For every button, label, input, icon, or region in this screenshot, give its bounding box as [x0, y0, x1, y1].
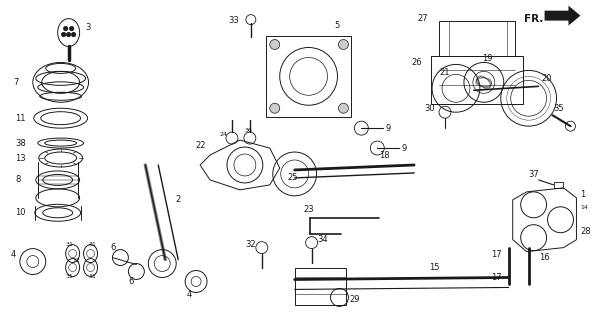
Text: 33: 33 [228, 16, 239, 25]
Text: 18: 18 [380, 150, 390, 160]
Text: 32: 32 [245, 240, 256, 249]
Text: 11: 11 [15, 114, 25, 123]
Text: 19: 19 [482, 54, 492, 63]
Text: 35: 35 [553, 104, 564, 113]
Circle shape [63, 26, 68, 31]
Text: FR.: FR. [524, 14, 543, 24]
Text: 14: 14 [581, 205, 588, 210]
Text: 31: 31 [66, 274, 74, 279]
Text: 4: 4 [11, 250, 16, 259]
Circle shape [71, 32, 76, 37]
Text: 22: 22 [195, 140, 206, 149]
Text: 24: 24 [220, 132, 228, 137]
Text: 31: 31 [88, 274, 97, 279]
Text: 10: 10 [15, 208, 25, 217]
Text: 21: 21 [439, 68, 449, 77]
Text: 25: 25 [288, 173, 298, 182]
Text: 1: 1 [581, 190, 586, 199]
Text: 23: 23 [304, 205, 314, 214]
Text: 38: 38 [15, 139, 25, 148]
Text: 16: 16 [538, 253, 549, 262]
Circle shape [66, 32, 71, 37]
Circle shape [69, 26, 74, 31]
Text: 17: 17 [491, 273, 502, 282]
Text: 3: 3 [85, 23, 91, 32]
Text: 20: 20 [541, 74, 552, 83]
Bar [266, 36, 352, 117]
Text: 12: 12 [72, 258, 81, 263]
Text: 28: 28 [581, 227, 591, 236]
Bar [431, 56, 522, 104]
Text: 9: 9 [401, 144, 406, 153]
Circle shape [62, 32, 66, 37]
Circle shape [339, 103, 349, 113]
Text: 31: 31 [66, 242, 74, 247]
Text: 29: 29 [349, 295, 360, 304]
Text: 31: 31 [88, 242, 97, 247]
Text: 7: 7 [13, 78, 18, 87]
Bar [295, 268, 346, 305]
Text: 26: 26 [411, 58, 422, 67]
Text: 36: 36 [245, 128, 253, 132]
Text: 8: 8 [15, 175, 20, 184]
Text: 2: 2 [175, 195, 180, 204]
Text: 27: 27 [417, 14, 428, 23]
Text: 13: 13 [15, 154, 25, 163]
Text: 34: 34 [318, 235, 328, 244]
Bar [553, 182, 563, 188]
Text: 17: 17 [491, 250, 502, 259]
Text: 37: 37 [528, 171, 540, 180]
Bar [439, 20, 515, 56]
Text: 4: 4 [186, 290, 192, 299]
Text: 6: 6 [110, 243, 116, 252]
Text: 5: 5 [334, 21, 340, 30]
Text: 6: 6 [129, 277, 134, 286]
Text: 15: 15 [429, 263, 439, 272]
Text: 30: 30 [424, 104, 435, 113]
Polygon shape [544, 6, 581, 26]
Circle shape [270, 103, 280, 113]
Circle shape [270, 40, 280, 50]
Circle shape [339, 40, 349, 50]
Text: 9: 9 [385, 124, 391, 132]
